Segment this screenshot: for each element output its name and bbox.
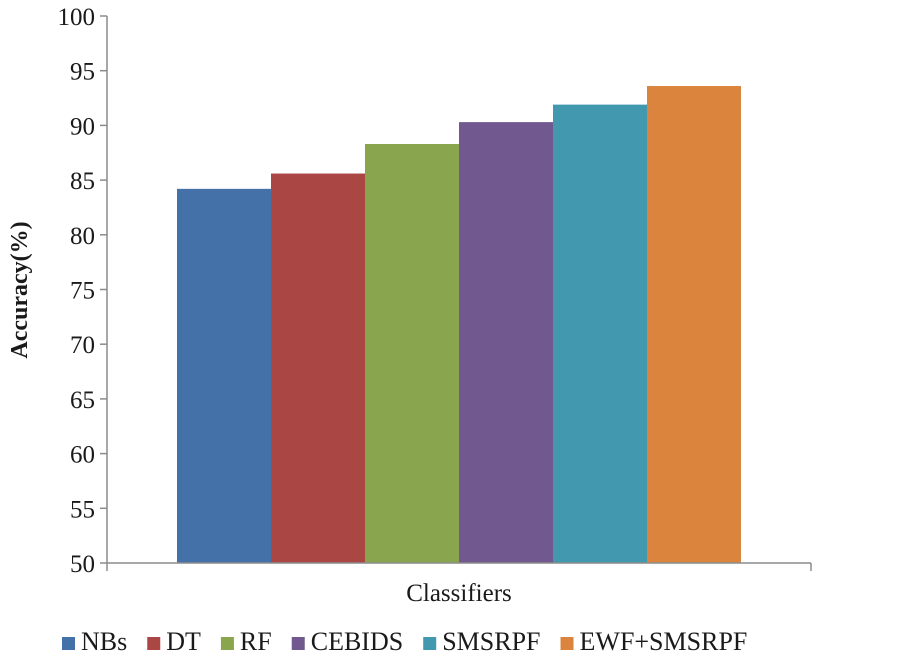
legend-label-smsrpf: SMSRPF (442, 627, 540, 656)
bar-ewf-smsrpf (647, 86, 741, 564)
legend-label-rf: RF (240, 627, 272, 656)
bars (177, 86, 741, 564)
bar-rf (365, 143, 459, 564)
y-tick-label: 85 (70, 168, 95, 195)
legend-swatch-ewf-smsrpf (560, 637, 574, 650)
y-axis-title: Accuracy(%) (7, 221, 33, 358)
legend: NBs DT RF CEBIDS SMSRPF EWF+SMSRPF (62, 627, 747, 656)
bar-dt (271, 173, 365, 563)
y-tick-label: 95 (70, 59, 95, 86)
legend-label-nbs: NBs (81, 627, 127, 656)
y-axis: 50 55 60 65 70 75 80 85 90 95 100 (58, 4, 108, 578)
y-tick-label: 50 (70, 551, 95, 578)
y-tick-label: 90 (70, 113, 95, 140)
bar-nbs (177, 188, 271, 564)
legend-label-ewf-smsrpf: EWF+SMSRPF (580, 627, 748, 656)
bar-smsrpf (553, 104, 647, 563)
x-axis-category-label: Classifiers (406, 580, 512, 607)
legend-label-cebids: CEBIDS (311, 627, 403, 656)
y-tick-label: 60 (70, 442, 95, 469)
legend-swatch-smsrpf (423, 637, 437, 650)
y-tick-label: 55 (70, 496, 95, 523)
y-tick-label: 80 (70, 223, 95, 250)
legend-swatch-nbs (62, 637, 75, 650)
y-tick-label: 75 (70, 278, 95, 305)
legend-label-dt: DT (166, 627, 201, 656)
y-tick-label: 65 (70, 387, 95, 414)
x-axis (106, 562, 812, 571)
y-tick-label: 70 (70, 332, 95, 359)
y-tick-label: 100 (58, 4, 96, 31)
legend-swatch-rf (220, 637, 234, 650)
legend-swatch-cebids (291, 637, 305, 650)
bar-cebids (459, 122, 553, 564)
legend-swatch-dt (147, 637, 161, 650)
